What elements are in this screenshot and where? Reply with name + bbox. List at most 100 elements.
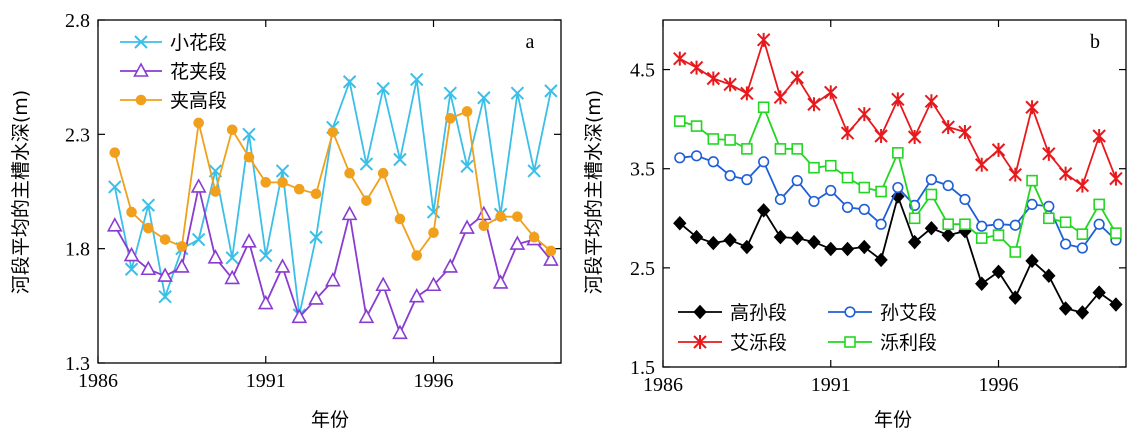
y-tick-label: 4.5 bbox=[630, 60, 655, 82]
y-tick-label: 2.8 bbox=[65, 10, 90, 32]
data-point bbox=[857, 107, 872, 122]
data-point bbox=[1109, 171, 1123, 186]
data-point bbox=[824, 159, 837, 172]
data-point bbox=[840, 241, 855, 257]
data-point bbox=[975, 232, 988, 244]
data-point bbox=[459, 219, 475, 234]
data-point bbox=[495, 211, 506, 222]
data-point bbox=[791, 143, 804, 155]
legend-label: 夹高段 bbox=[170, 90, 227, 112]
data-point bbox=[241, 233, 257, 248]
data-point bbox=[673, 115, 686, 127]
data-point bbox=[741, 143, 753, 155]
data-point bbox=[723, 232, 737, 248]
data-point bbox=[807, 234, 821, 250]
data-point bbox=[461, 106, 473, 117]
data-point bbox=[377, 167, 389, 179]
data-point bbox=[210, 186, 221, 197]
data-point bbox=[673, 51, 687, 66]
data-point bbox=[492, 274, 509, 289]
data-point bbox=[908, 212, 921, 225]
data-point bbox=[689, 60, 704, 75]
panel-label: a bbox=[526, 31, 535, 53]
data-point bbox=[791, 175, 803, 187]
data-point bbox=[907, 129, 922, 144]
data-point bbox=[958, 125, 972, 140]
data-point bbox=[757, 101, 770, 114]
data-point bbox=[959, 218, 971, 231]
data-point bbox=[1092, 128, 1106, 143]
series-layer bbox=[106, 72, 559, 340]
legend-label: 孙艾段 bbox=[880, 302, 937, 324]
data-point bbox=[512, 211, 523, 222]
data-point bbox=[308, 290, 324, 305]
legend-label: 艾泺段 bbox=[730, 332, 787, 354]
data-point bbox=[1025, 100, 1039, 115]
panel-label: b bbox=[1090, 31, 1100, 53]
data-point bbox=[527, 164, 541, 178]
data-point bbox=[875, 185, 887, 198]
data-point bbox=[510, 86, 525, 100]
data-point bbox=[224, 269, 241, 285]
data-point bbox=[992, 218, 1005, 230]
legend-item: 泺利段 bbox=[828, 332, 937, 354]
data-point bbox=[858, 181, 871, 194]
plot-frame bbox=[662, 19, 1127, 368]
data-point bbox=[690, 120, 703, 132]
data-point bbox=[260, 177, 272, 188]
data-point bbox=[159, 234, 171, 245]
data-point bbox=[543, 251, 559, 266]
data-point bbox=[808, 161, 820, 174]
data-point bbox=[207, 249, 224, 264]
data-point bbox=[991, 142, 1006, 157]
data-point bbox=[1076, 228, 1089, 240]
data-point bbox=[706, 235, 721, 251]
data-point bbox=[190, 178, 207, 193]
data-point bbox=[707, 156, 719, 168]
data-point bbox=[774, 143, 787, 155]
data-point bbox=[344, 167, 355, 179]
series-line bbox=[679, 36, 1117, 188]
data-point bbox=[1042, 268, 1056, 284]
data-point bbox=[740, 86, 754, 101]
data-point bbox=[1008, 167, 1022, 182]
data-point bbox=[858, 203, 870, 215]
data-point bbox=[942, 218, 954, 231]
data-point bbox=[925, 174, 938, 186]
data-point bbox=[741, 174, 753, 186]
data-point bbox=[108, 180, 122, 194]
data-point bbox=[294, 183, 305, 195]
y-tick-label: 1.8 bbox=[65, 239, 90, 261]
data-point bbox=[1009, 246, 1022, 258]
x-ticks: 1986 1991 1996 bbox=[643, 20, 1019, 396]
plot-frame bbox=[97, 19, 562, 364]
legend-item: 孙艾段 bbox=[828, 302, 937, 324]
data-point bbox=[1026, 198, 1038, 211]
data-point bbox=[941, 227, 955, 243]
data-point bbox=[124, 262, 139, 276]
data-point bbox=[857, 239, 871, 255]
data-point bbox=[257, 294, 274, 310]
data-point bbox=[141, 198, 156, 212]
y-tick-label: 2.5 bbox=[630, 258, 655, 280]
data-point bbox=[707, 133, 720, 145]
x-axis-label: 年份 bbox=[874, 409, 912, 431]
data-point bbox=[341, 205, 358, 221]
data-point bbox=[924, 220, 939, 236]
data-point bbox=[375, 276, 392, 292]
panel-b: 1986 1991 1996 1.5 2.5 3.5 4.5 年份 b 高孙段 孙艾段艾泺段… bbox=[630, 19, 1127, 431]
data-point bbox=[1093, 218, 1105, 230]
y-ticks: 1.5 2.5 3.5 4.5 bbox=[630, 60, 1126, 379]
data-point bbox=[243, 151, 255, 163]
x-ticks: 1986 1991 1996 bbox=[78, 20, 454, 392]
data-point bbox=[327, 126, 339, 138]
data-point bbox=[825, 184, 837, 197]
data-point bbox=[126, 206, 137, 218]
data-point bbox=[545, 245, 557, 257]
data-point bbox=[411, 250, 423, 261]
data-point bbox=[176, 241, 188, 252]
data-point bbox=[359, 157, 374, 171]
data-point bbox=[674, 152, 686, 164]
